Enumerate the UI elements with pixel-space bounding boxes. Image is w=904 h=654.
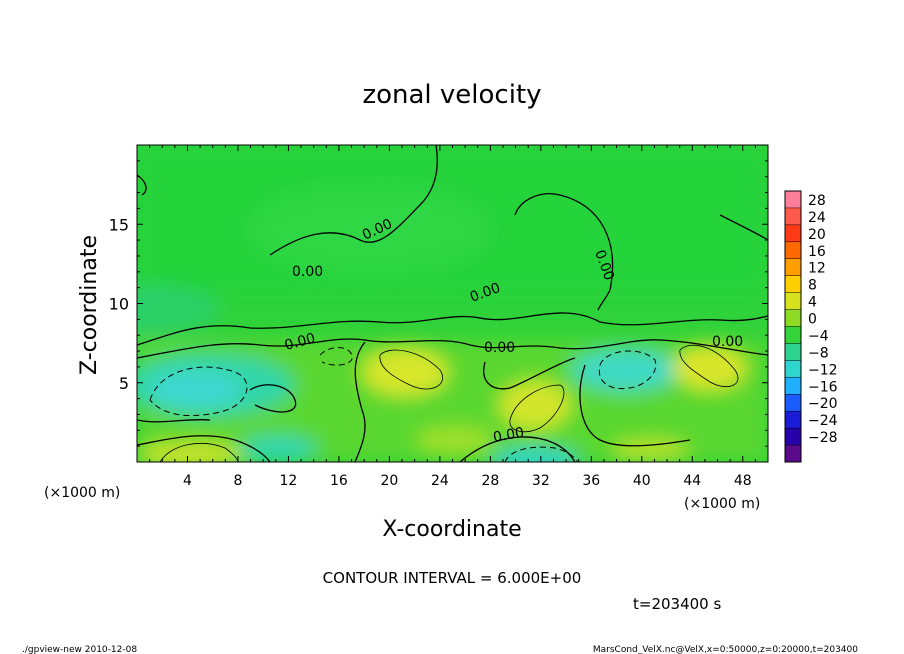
colorbar-swatch <box>785 292 801 311</box>
footer-left: ./gpview-new 2010-12-08 <box>22 645 137 654</box>
colorbar-swatch <box>785 191 801 209</box>
y-axis-label: Z-coordinate <box>77 235 102 375</box>
colorbar-tick-label: 0 <box>808 312 817 328</box>
contour-zero-blob-a <box>354 341 366 462</box>
contour-neg-left <box>149 366 248 417</box>
x-tick-label: 20 <box>380 473 398 489</box>
colorbar-tick-label: −12 <box>808 362 838 378</box>
contour-label: 0.00 <box>292 264 323 280</box>
colorbar-tick-label: −4 <box>808 328 829 344</box>
x-tick-label: 44 <box>683 473 701 489</box>
colorbar-tick-label: 8 <box>808 278 817 294</box>
contour-negative <box>149 347 657 462</box>
contour-label: 0.00 <box>283 330 317 354</box>
colorbar-tick-label: 4 <box>808 295 817 311</box>
plot-area: 0.00 0.00 0.00 0.00 0.00 0.00 0.00 0.00 <box>137 145 768 462</box>
contour-label: 0.00 <box>712 334 743 350</box>
contour-zero-blob-e <box>137 418 211 423</box>
contour-label: 0.00 <box>484 340 515 356</box>
x-tick-label: 36 <box>582 473 600 489</box>
x-tick-label: 48 <box>734 473 752 489</box>
colorbar-tick-label: −28 <box>808 430 838 446</box>
colorbar-tick-label: 20 <box>808 227 826 243</box>
contour-zero-right-edge <box>719 214 768 241</box>
contour-positive <box>159 344 739 462</box>
x-tick-label: 24 <box>431 473 449 489</box>
colorbar-tick-label: −16 <box>808 379 838 395</box>
contour-neg-small <box>319 347 353 366</box>
contour-pos-b <box>509 384 565 433</box>
colorbar-tick-label: −8 <box>808 345 829 361</box>
colorbar-swatch <box>785 377 801 395</box>
contour-interval-label: CONTOUR INTERVAL = 6.000E+00 <box>323 569 582 587</box>
contour-zero-top-right <box>514 193 614 311</box>
colorbar-swatch <box>785 343 801 361</box>
colorbar-tick-label: 16 <box>808 244 826 260</box>
colorbar-swatch <box>785 224 801 243</box>
x-tick-label: 4 <box>183 473 192 489</box>
contour-zero-blob-b <box>483 357 576 390</box>
contour-lines <box>137 145 768 462</box>
contour-label: 0.00 <box>492 425 525 446</box>
colorbar-swatch <box>785 445 801 463</box>
time-label: t=203400 s <box>633 595 721 613</box>
colorbar-tick-label: 24 <box>808 210 826 226</box>
contour-zero-blob-d <box>579 364 691 447</box>
contour-zero-blob-g <box>459 436 576 462</box>
contour-zero-mid <box>137 338 768 359</box>
chart-title: zonal velocity <box>362 80 541 110</box>
colorbar-swatch <box>785 258 801 277</box>
x-axis: 4 8 12 16 20 24 28 32 36 40 44 48 <box>149 145 756 489</box>
field-shading <box>137 145 768 462</box>
colorbar-swatch <box>785 241 801 260</box>
contour-zero-top-ridge <box>269 145 438 256</box>
colorbar-swatch <box>785 394 801 412</box>
contour-pos-c <box>679 344 739 387</box>
y-tick-label: 15 <box>109 215 129 234</box>
colorbar-tick-label: −20 <box>808 396 838 412</box>
contour-pos-d <box>159 443 239 462</box>
colorbar-tick-label: 12 <box>808 261 826 277</box>
colorbar-tick-label: 28 <box>808 193 826 209</box>
x-tick-label: 8 <box>233 473 242 489</box>
contour-neg-bottom <box>504 446 579 462</box>
x-tick-label: 16 <box>330 473 348 489</box>
contour-zero-upper <box>137 312 768 346</box>
contour-pos-a <box>379 349 443 390</box>
x-tick-label: 32 <box>532 473 550 489</box>
x-tick-label: 28 <box>481 473 499 489</box>
colorbar-swatch <box>785 428 801 446</box>
colorbar-swatch <box>785 411 801 429</box>
y-axis: 5 10 15 <box>109 160 768 447</box>
colorbar-swatch <box>785 309 801 327</box>
x-tick-label: 40 <box>633 473 651 489</box>
colorbar-swatch <box>785 360 801 378</box>
contour-zero-blob-f <box>137 435 271 462</box>
contour-neg-right <box>598 350 657 390</box>
colorbar-swatch <box>785 326 801 344</box>
x-unit-right: (×1000 m) <box>684 496 760 512</box>
x-tick-label: 12 <box>280 473 298 489</box>
footer-right: MarsCond_VelX.nc@VelX,x=0:50000,z=0:2000… <box>593 645 858 654</box>
contour-zero-blob-c <box>249 384 297 413</box>
x-unit-left: (×1000 m) <box>44 485 120 501</box>
y-tick-label: 10 <box>109 295 129 314</box>
y-tick-label: 5 <box>119 374 129 393</box>
colorbar-tick-label: −24 <box>808 413 838 429</box>
colorbar-swatch <box>785 275 801 294</box>
colorbar-swatch <box>785 207 801 226</box>
x-axis-label: X-coordinate <box>382 517 521 542</box>
